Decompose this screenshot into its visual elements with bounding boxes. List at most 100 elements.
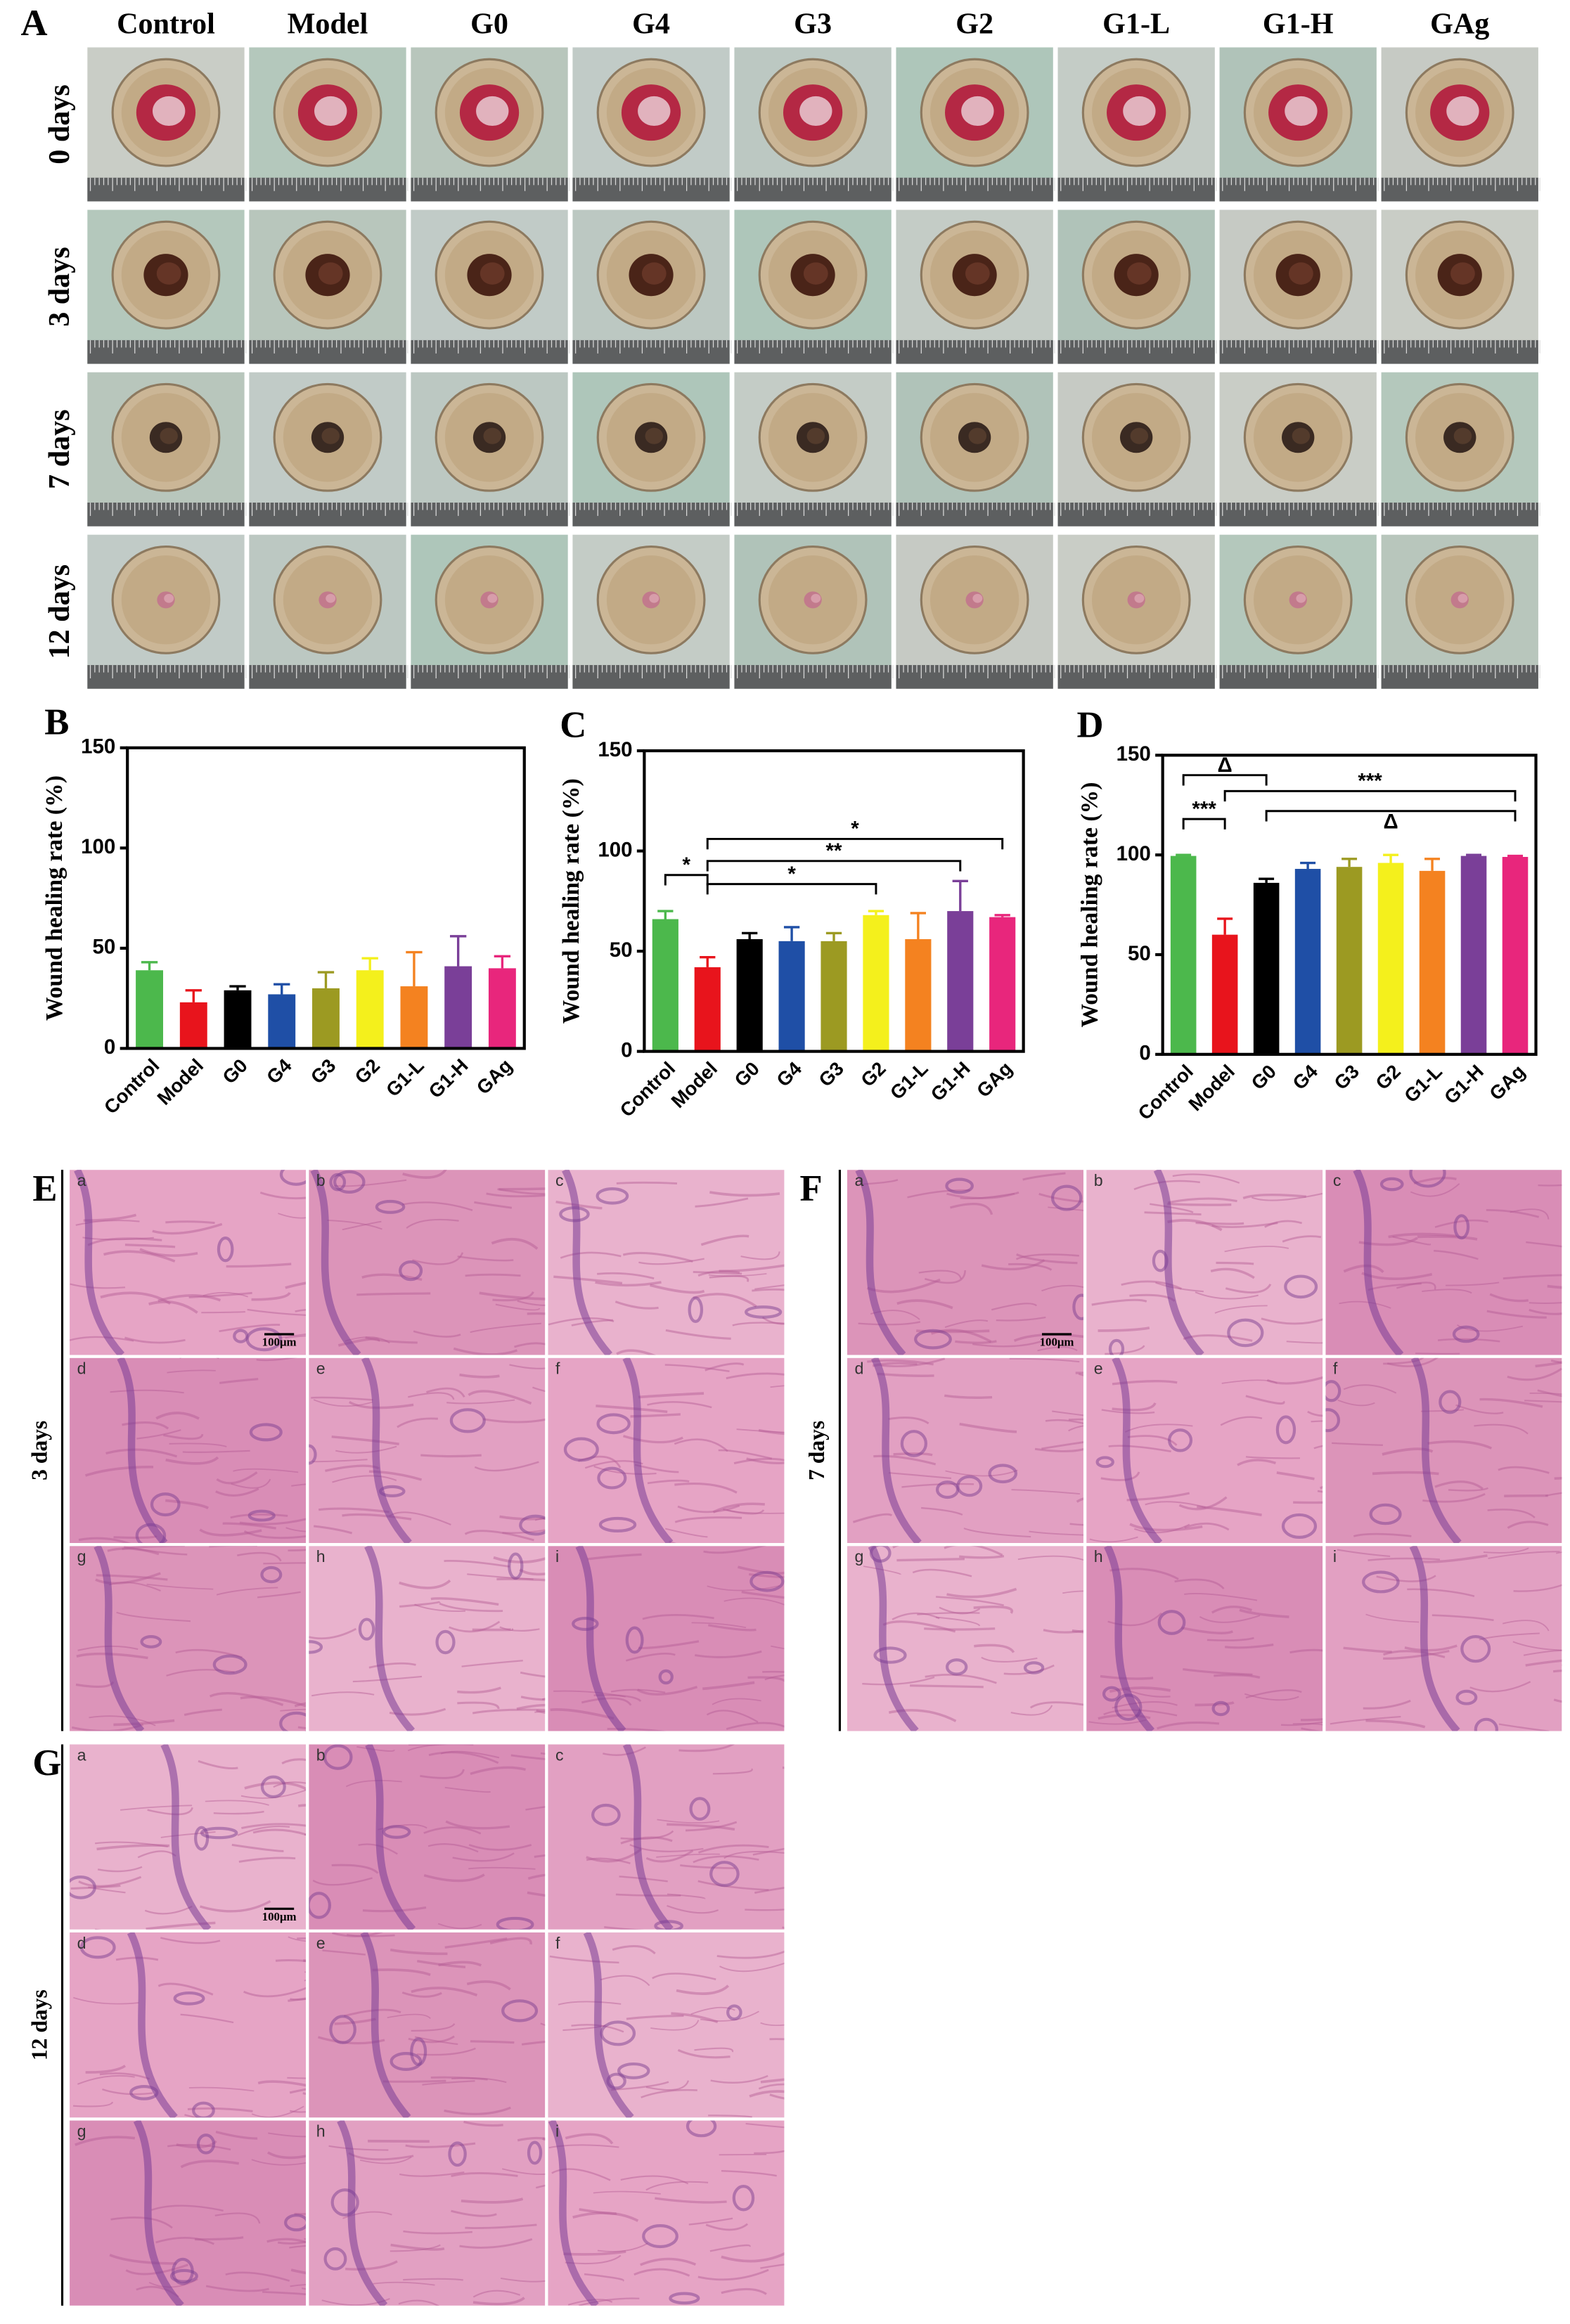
follicle <box>329 2015 356 2044</box>
wound-center <box>961 96 994 127</box>
fiber <box>94 1841 168 1847</box>
bar <box>224 990 252 1049</box>
fiber <box>560 1251 622 1259</box>
fiber <box>1529 1302 1562 1304</box>
fiber <box>581 1697 632 1706</box>
fiber <box>1261 1317 1323 1325</box>
fiber <box>718 1449 773 1460</box>
fiber <box>1561 1664 1562 1667</box>
fiber <box>498 1187 546 1191</box>
significance-bracket <box>706 883 877 895</box>
fiber <box>472 2297 525 2306</box>
fiber <box>960 1192 1015 1200</box>
fiber <box>907 1189 970 1199</box>
fiber <box>704 1362 745 1371</box>
fiber <box>690 2006 735 2015</box>
fiber <box>1048 1206 1083 1211</box>
fiber <box>550 1708 615 1720</box>
fiber <box>1089 1536 1138 1543</box>
wound-center <box>638 96 671 127</box>
fiber <box>892 1612 940 1620</box>
fiber <box>205 2285 269 2292</box>
follicle <box>249 1423 283 1442</box>
fiber <box>237 1551 282 1562</box>
follicle <box>323 1744 353 1770</box>
fiber <box>459 1373 500 1379</box>
fiber <box>946 1191 1019 1199</box>
fiber <box>239 1518 307 1525</box>
fiber <box>607 1727 667 1731</box>
fiber <box>1282 1235 1322 1243</box>
follicle <box>873 1646 907 1664</box>
fiber <box>209 1546 257 1548</box>
histology-tile <box>847 1546 1083 1731</box>
tissue <box>548 2120 785 2306</box>
fiber <box>160 1937 221 1944</box>
epidermis <box>1104 1546 1154 1731</box>
fiber <box>1353 1532 1412 1537</box>
fiber <box>155 1412 200 1420</box>
x-tick-label: G2 <box>350 1054 384 1088</box>
follicle <box>945 1658 968 1676</box>
fiber <box>312 1459 368 1463</box>
fiber <box>553 1690 626 1698</box>
histology-tile <box>548 1744 785 1930</box>
fiber <box>1486 1208 1540 1218</box>
bar <box>863 915 889 1052</box>
fiber <box>1383 1650 1446 1658</box>
fiber <box>1009 1357 1080 1363</box>
fiber <box>373 2281 435 2286</box>
tissue <box>847 1170 1083 1355</box>
wound-center <box>153 96 186 127</box>
fiber <box>1396 1282 1436 1290</box>
fiber <box>553 1275 623 1285</box>
wound-center <box>1446 96 1479 127</box>
fiber <box>219 1324 281 1333</box>
fiber <box>769 2093 785 2100</box>
fiber <box>288 1997 307 2002</box>
fiber <box>342 1513 412 1521</box>
significance-label: * <box>787 863 796 886</box>
fiber <box>712 1768 753 1775</box>
fiber <box>188 1291 252 1299</box>
fiber <box>327 1220 382 1230</box>
fiber <box>761 1316 785 1325</box>
fiber <box>403 2230 472 2235</box>
fiber <box>160 1831 216 1838</box>
fiber <box>152 1222 223 1235</box>
histology-tile <box>1086 1170 1323 1355</box>
follicle <box>382 1825 411 1839</box>
fiber <box>721 2252 785 2263</box>
tissue <box>70 1932 307 2118</box>
fiber <box>407 1744 474 1752</box>
fiber <box>587 1553 642 1561</box>
epidermis <box>622 1744 674 1930</box>
axis-box <box>126 746 526 1050</box>
fiber <box>125 2264 188 2275</box>
tissue <box>309 1546 546 1731</box>
fiber <box>1368 1557 1441 1561</box>
fiber <box>294 1702 307 1708</box>
follicle <box>140 1635 162 1648</box>
fiber <box>238 1857 296 1863</box>
fiber <box>918 1270 962 1279</box>
fiber <box>427 1843 479 1853</box>
fiber <box>390 1948 448 1956</box>
subpanel-label: d <box>77 1360 86 1378</box>
fiber <box>163 1433 204 1440</box>
fiber <box>620 1830 674 1840</box>
row-label: 0 days <box>43 84 76 164</box>
fiber <box>1010 1705 1053 1716</box>
fiber <box>640 2257 697 2266</box>
fiber <box>959 1422 1017 1433</box>
wound-center <box>972 593 983 603</box>
follicle <box>688 1296 704 1324</box>
fiber <box>468 1390 532 1405</box>
bar <box>905 938 932 1052</box>
tissue <box>548 1357 785 1544</box>
subpanel-label: c <box>555 1171 564 1189</box>
wound-center <box>803 262 828 285</box>
fiber <box>770 1385 785 1388</box>
fiber <box>318 1507 390 1513</box>
fiber <box>451 2209 497 2217</box>
